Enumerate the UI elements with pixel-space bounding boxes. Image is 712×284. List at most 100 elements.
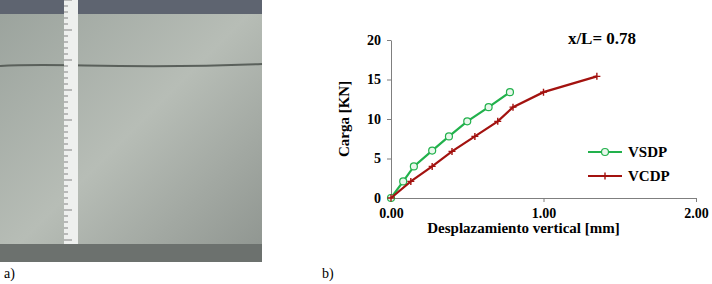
photo-background xyxy=(0,0,262,262)
data-point xyxy=(407,178,414,185)
ruler-tick xyxy=(64,78,68,79)
ruler-tick xyxy=(64,144,68,145)
data-point xyxy=(494,118,501,125)
ruler-tick xyxy=(64,60,72,61)
ruler-tick xyxy=(64,36,68,37)
ruler-tick xyxy=(64,186,68,187)
panel-label: a) xyxy=(4,266,15,282)
y-tick-mark xyxy=(387,159,391,160)
ruler-tick xyxy=(64,96,68,97)
ruler-tick xyxy=(64,0,72,1)
ruler-tick xyxy=(64,114,68,115)
ruler-tick xyxy=(64,174,68,175)
chart-title: x/L= 0.78 xyxy=(568,29,636,48)
ruler-tick xyxy=(64,180,72,181)
data-point xyxy=(593,73,600,80)
data-point xyxy=(449,148,456,155)
ruler-tick xyxy=(64,222,68,223)
data-point xyxy=(485,104,492,111)
y-tick: 5 xyxy=(374,151,391,166)
y-tick-mark xyxy=(387,80,391,81)
ruler-tick xyxy=(64,120,72,121)
ruler-tick xyxy=(64,66,68,67)
ruler-tick xyxy=(64,204,68,205)
x-tick-label: 2.00 xyxy=(684,206,709,221)
data-point xyxy=(429,163,436,170)
ruler-tick xyxy=(64,126,68,127)
data-point xyxy=(445,133,452,140)
ruler-tick xyxy=(64,102,68,103)
ruler-tick xyxy=(64,30,72,31)
legend-marker xyxy=(602,149,609,156)
y-tick-label: 10 xyxy=(367,112,381,127)
legend-item: VSDP xyxy=(588,144,667,160)
legend-label: VSDP xyxy=(628,144,667,160)
ruler-tick xyxy=(64,240,72,241)
ruler-tick xyxy=(64,234,68,235)
data-point xyxy=(464,118,471,125)
y-tick: 10 xyxy=(367,112,391,127)
ruler-tick xyxy=(64,132,68,133)
ruler-tick xyxy=(64,12,68,13)
ruler-tick xyxy=(64,210,72,211)
ruler-tick xyxy=(64,90,72,91)
y-axis-title: Carga [KN] xyxy=(336,81,352,157)
ruler xyxy=(64,0,78,244)
y-tick-mark xyxy=(387,40,391,41)
y-tick: 15 xyxy=(367,72,391,87)
y-tick-label: 5 xyxy=(374,151,381,166)
ruler-tick xyxy=(64,150,72,151)
x-tick-mark xyxy=(544,198,545,202)
ruler-tick xyxy=(64,168,68,169)
photo xyxy=(0,0,262,262)
x-tick: 2.00 xyxy=(684,198,709,221)
ruler-tick xyxy=(64,162,68,163)
ruler-tick xyxy=(64,228,68,229)
figure: a) b) 0.00 1.00 2.00 0 5 10 15 20 Desplazamiento v… xyxy=(0,0,712,284)
data-point xyxy=(429,147,436,154)
ruler-tick xyxy=(64,48,68,49)
ruler-tick xyxy=(64,6,68,7)
data-point xyxy=(388,195,395,202)
ruler-tick xyxy=(64,18,68,19)
x-axis: 0.00 1.00 2.00 xyxy=(379,198,709,221)
legend-marker xyxy=(602,173,609,180)
x-tick-label: 0.00 xyxy=(379,206,404,221)
ruler-tick xyxy=(64,84,68,85)
data-point xyxy=(510,104,517,111)
ruler-tick xyxy=(64,192,68,193)
ruler-tick xyxy=(64,216,68,217)
ruler-tick xyxy=(64,42,68,43)
series-line xyxy=(391,76,597,198)
data-point xyxy=(400,178,407,185)
ruler-tick xyxy=(64,108,68,109)
data-point xyxy=(506,89,513,96)
x-axis-title: Desplazamiento vertical [mm] xyxy=(427,220,619,236)
y-tick-label: 20 xyxy=(367,33,381,48)
ruler-tick xyxy=(64,156,68,157)
photo-crack xyxy=(0,64,262,66)
legend: VSDP VCDP xyxy=(588,144,670,184)
x-tick-label: 1.00 xyxy=(532,206,557,221)
data-point xyxy=(471,133,478,140)
y-tick: 20 xyxy=(367,33,391,48)
x-tick: 1.00 xyxy=(532,198,557,221)
panel-label: b) xyxy=(322,266,334,282)
photo-bottom-band xyxy=(0,244,262,262)
ruler-tick xyxy=(64,198,68,199)
y-tick-mark xyxy=(387,119,391,120)
y-tick-label: 15 xyxy=(367,72,381,87)
ruler-tick xyxy=(64,72,68,73)
y-axis: 0 5 10 15 20 xyxy=(367,33,392,206)
legend-item: VCDP xyxy=(588,168,670,184)
photo-top-band xyxy=(0,0,262,14)
y-tick-label: 0 xyxy=(374,191,381,206)
ruler-tick xyxy=(64,54,68,55)
ruler-tick xyxy=(64,138,68,139)
legend-label: VCDP xyxy=(628,168,670,184)
y-axis-line xyxy=(391,41,392,199)
data-point xyxy=(410,163,417,170)
ruler-ticks xyxy=(64,0,72,240)
x-tick-mark xyxy=(696,198,697,202)
plot-area xyxy=(388,73,601,202)
